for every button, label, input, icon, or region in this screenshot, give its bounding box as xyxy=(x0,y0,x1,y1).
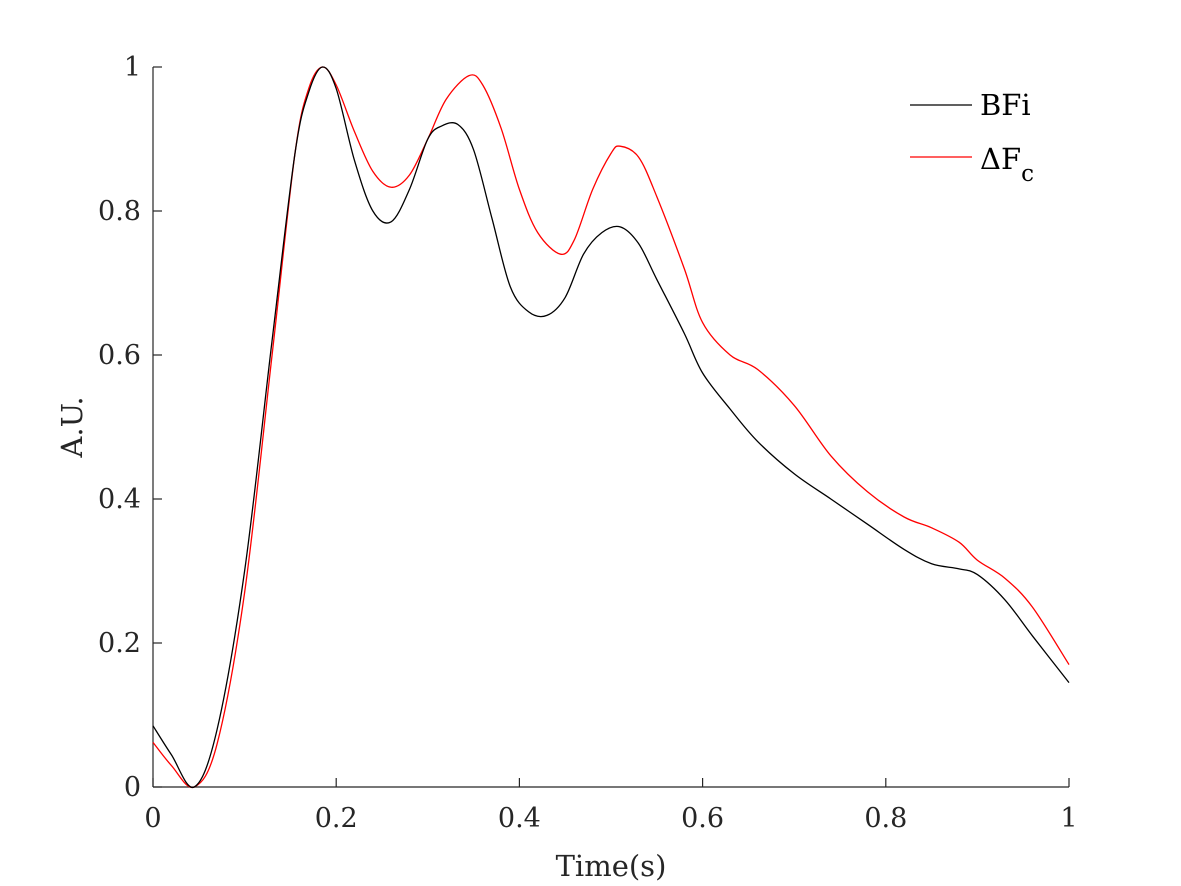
plot-series xyxy=(152,66,1070,789)
legend-label-delta-fc: ΔFc xyxy=(980,142,1034,187)
x-tick-label: 1 xyxy=(1060,803,1077,834)
x-tick-label: 0 xyxy=(144,803,161,834)
y-tick-label: 0 xyxy=(124,772,141,803)
y-ticks: 0 0.2 0.4 0.6 0.8 1 xyxy=(98,52,162,803)
x-axis-label: Time(s) xyxy=(556,849,667,883)
y-axis-label: A.U. xyxy=(55,396,89,458)
y-tick-label: 0.8 xyxy=(98,196,141,227)
series-line-bfi xyxy=(152,66,1070,788)
x-tick-label: 0.2 xyxy=(315,803,358,834)
legend: BFi ΔFc xyxy=(910,88,1034,187)
y-tick-label: 0.4 xyxy=(98,484,141,515)
y-tick-label: 0.6 xyxy=(98,340,141,371)
y-tick-label: 1 xyxy=(124,52,141,83)
x-tick-label: 0.8 xyxy=(864,803,907,834)
x-tick-label: 0.6 xyxy=(681,803,724,834)
x-ticks: 0 0.2 0.4 0.6 0.8 1 xyxy=(144,778,1078,834)
legend-label-bfi: BFi xyxy=(980,88,1031,122)
x-tick-label: 0.4 xyxy=(498,803,541,834)
series-line-delta-fc xyxy=(152,66,1070,789)
axes xyxy=(152,67,1069,788)
y-tick-label: 0.2 xyxy=(98,628,141,659)
